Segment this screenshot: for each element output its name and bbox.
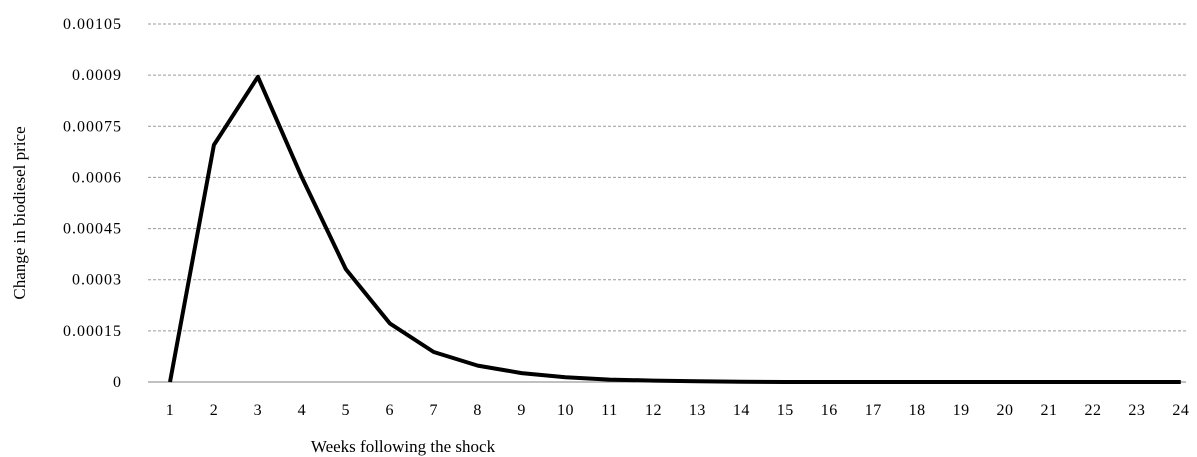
x-tick-label: 12 — [645, 402, 662, 419]
x-tick-label: 17 — [865, 402, 882, 419]
y-axis-ticks: 0 0.00015 0.0003 0.00045 0.0006 0.00075 0.0009… — [63, 16, 122, 391]
y-tick-label: 0.0003 — [72, 272, 122, 289]
x-tick-label: 9 — [517, 402, 526, 419]
x-tick-label: 7 — [429, 402, 438, 419]
x-tick-label: 23 — [1128, 402, 1145, 419]
x-tick-label: 11 — [601, 402, 617, 419]
x-tick-label: 21 — [1041, 402, 1058, 419]
gridlines — [148, 23, 1186, 332]
x-tick-label: 16 — [821, 402, 838, 419]
x-tick-label: 24 — [1172, 402, 1189, 419]
x-tick-label: 18 — [909, 402, 926, 419]
series-line — [168, 74, 1181, 384]
x-tick-label: 22 — [1084, 402, 1101, 419]
x-tick-label: 4 — [298, 402, 307, 419]
y-tick-label: 0.00015 — [63, 323, 122, 340]
x-tick-label: 20 — [997, 402, 1014, 419]
y-tick-label: 0.0006 — [72, 169, 122, 186]
y-tick-label: 0.0009 — [72, 67, 122, 84]
x-tick-label: 1 — [166, 402, 175, 419]
y-tick-label: 0.00075 — [63, 118, 122, 135]
y-tick-label: 0.00045 — [63, 221, 122, 238]
x-tick-label: 14 — [733, 402, 750, 419]
x-tick-label: 3 — [254, 402, 263, 419]
y-tick-label: 0.00105 — [63, 16, 122, 33]
x-tick-label: 19 — [953, 402, 970, 419]
x-tick-label: 10 — [557, 402, 574, 419]
x-tick-label: 6 — [386, 402, 395, 419]
x-tick-label: 15 — [777, 402, 794, 419]
x-axis-label: Weeks following the shock — [311, 437, 496, 456]
y-tick-label: 0 — [113, 374, 122, 391]
y-axis-label: Change in biodiesel price — [10, 126, 29, 299]
x-tick-label: 2 — [210, 402, 219, 419]
x-tick-label: 5 — [342, 402, 351, 419]
x-axis-ticks: 1 2 3 4 5 6 7 8 9 10 11 12 13 14 15 16 17 18 19 20 21 22 23 24 — [166, 402, 1189, 419]
x-tick-label: 13 — [689, 402, 706, 419]
x-tick-label: 8 — [473, 402, 482, 419]
